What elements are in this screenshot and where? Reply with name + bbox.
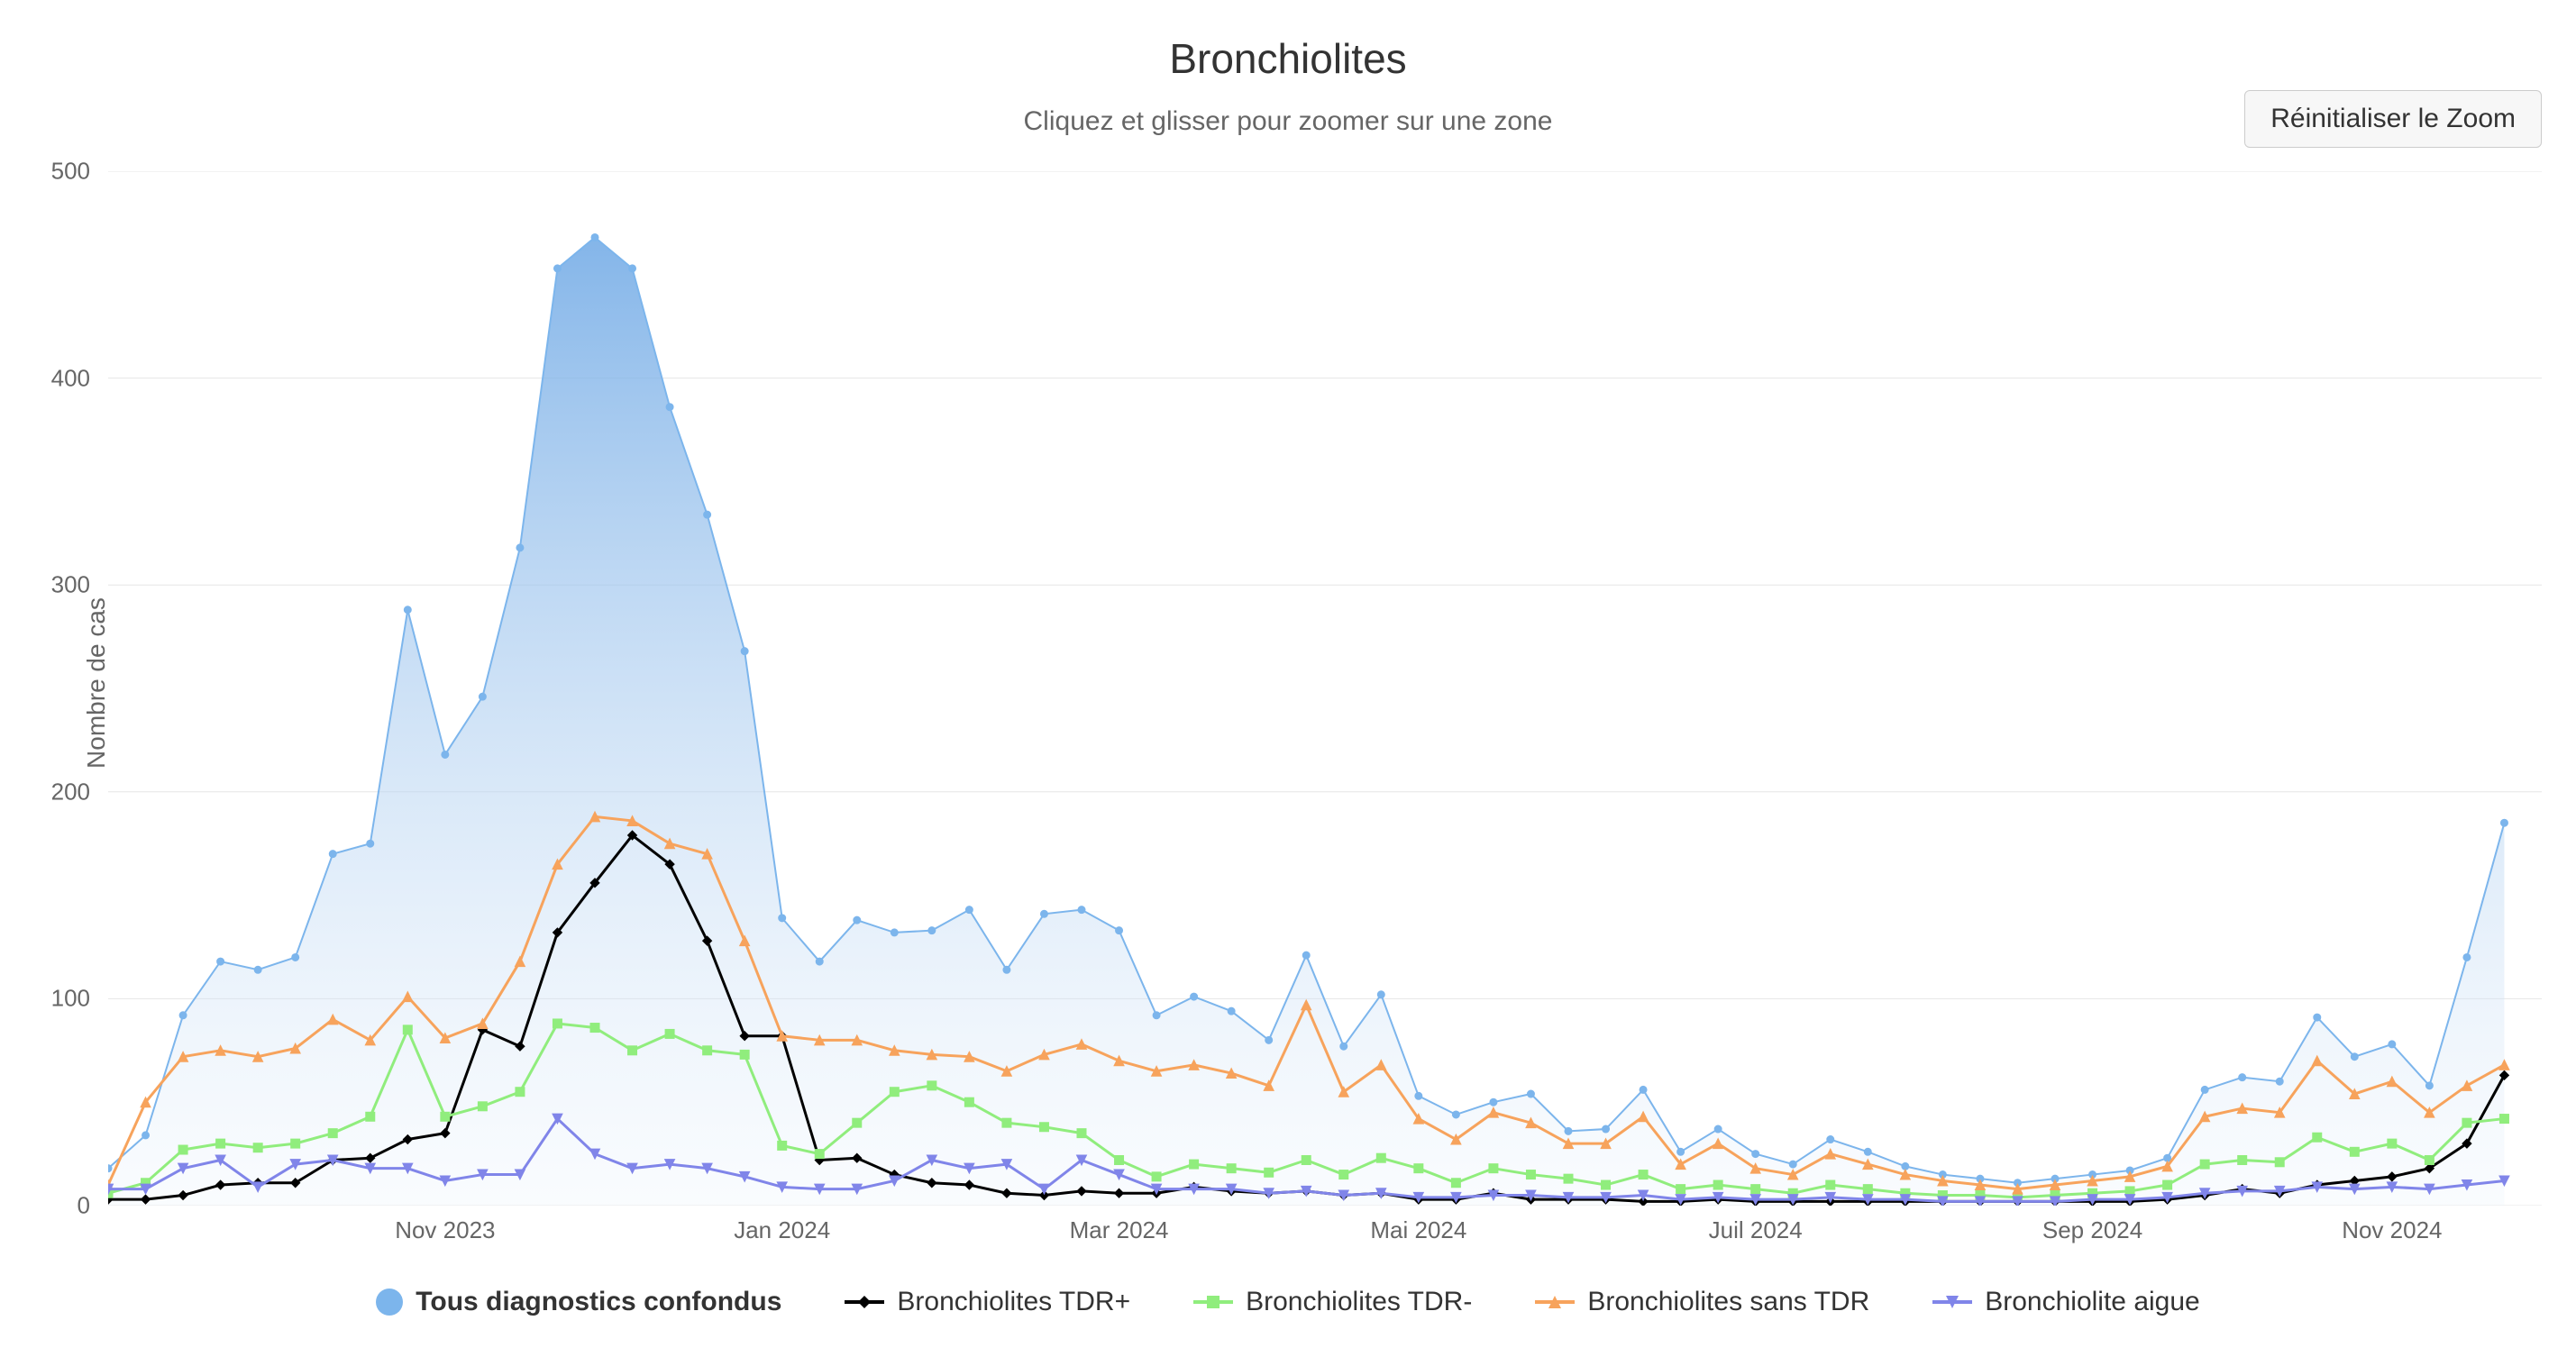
x-tick-label: Nov 2023 bbox=[395, 1216, 495, 1244]
y-tick-label: 200 bbox=[51, 778, 90, 806]
chart-container: Bronchiolites Cliquez et glisser pour zo… bbox=[0, 0, 2576, 1366]
x-tick-label: Jan 2024 bbox=[734, 1216, 830, 1244]
legend-item-tdrp[interactable]: Bronchiolites TDR+ bbox=[845, 1287, 1130, 1317]
x-tick-label: Juil 2024 bbox=[1709, 1216, 1803, 1244]
legend-swatch-icon bbox=[1535, 1300, 1575, 1304]
legend-label: Bronchiolite aigue bbox=[1985, 1287, 2200, 1317]
legend-label: Bronchiolites TDR+ bbox=[897, 1287, 1130, 1317]
x-tick-label: Mai 2024 bbox=[1370, 1216, 1466, 1244]
y-tick-label: 500 bbox=[51, 158, 90, 186]
legend-label: Bronchiolites TDR- bbox=[1246, 1287, 1472, 1317]
legend-label: Bronchiolites sans TDR bbox=[1587, 1287, 1869, 1317]
x-tick-label: Nov 2024 bbox=[2342, 1216, 2442, 1244]
legend-swatch-icon bbox=[1932, 1300, 1972, 1304]
y-axis-ticks: 0100200300400500 bbox=[0, 171, 99, 1206]
y-tick-label: 100 bbox=[51, 985, 90, 1013]
chart-title: Bronchiolites bbox=[0, 34, 2576, 83]
legend-item-aigue[interactable]: Bronchiolite aigue bbox=[1932, 1287, 2200, 1317]
legend-swatch-icon bbox=[845, 1300, 884, 1304]
chart-legend: Tous diagnostics confondus Bronchiolites … bbox=[0, 1287, 2576, 1317]
chart-subtitle: Cliquez et glisser pour zoomer sur une z… bbox=[0, 106, 2576, 137]
x-tick-label: Mar 2024 bbox=[1070, 1216, 1169, 1244]
plot-area[interactable] bbox=[108, 171, 2542, 1206]
legend-label: Tous diagnostics confondus bbox=[416, 1287, 781, 1317]
y-tick-label: 300 bbox=[51, 571, 90, 599]
y-tick-label: 0 bbox=[78, 1192, 90, 1220]
y-tick-label: 400 bbox=[51, 364, 90, 392]
legend-swatch-icon bbox=[376, 1289, 403, 1316]
legend-item-all[interactable]: Tous diagnostics confondus bbox=[376, 1287, 781, 1317]
reset-zoom-button[interactable]: Réinitialiser le Zoom bbox=[2244, 90, 2542, 148]
x-axis-ticks: Nov 2023 Jan 2024 Mar 2024 Mai 2024 Juil 202… bbox=[108, 1216, 2542, 1261]
plot-svg bbox=[108, 171, 2542, 1206]
legend-item-sans[interactable]: Bronchiolites sans TDR bbox=[1535, 1287, 1869, 1317]
legend-swatch-icon bbox=[1193, 1300, 1233, 1304]
legend-item-tdrm[interactable]: Bronchiolites TDR- bbox=[1193, 1287, 1472, 1317]
x-tick-label: Sep 2024 bbox=[2042, 1216, 2142, 1244]
